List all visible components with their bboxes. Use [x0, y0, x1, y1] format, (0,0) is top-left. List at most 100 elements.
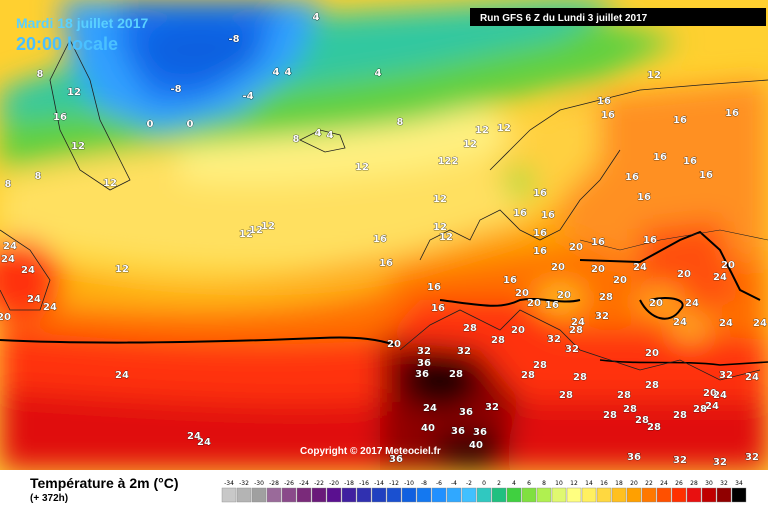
temperature-label: 40 — [469, 440, 483, 451]
temperature-label: 32 — [595, 311, 609, 322]
scale-swatch — [596, 487, 612, 503]
temperature-label: 8 — [35, 171, 42, 182]
temperature-label: 24 — [197, 437, 211, 448]
scale-tick-label: -34 — [224, 480, 234, 487]
temperature-label: 20 — [557, 290, 571, 301]
scale-tick-label: -16 — [359, 480, 369, 487]
temperature-label: 20 — [387, 339, 401, 350]
temperature-label: 24 — [43, 302, 57, 313]
temperature-label: 28 — [635, 415, 649, 426]
scale-tick-label: -30 — [254, 480, 264, 487]
temperature-label: -4 — [242, 91, 253, 102]
temperature-label: 16 — [431, 303, 445, 314]
temperature-map: Mardi 18 juillet 2017 20:00 locale Run G… — [0, 0, 768, 470]
temperature-label: 28 — [599, 292, 613, 303]
temperature-label: 20 — [721, 260, 735, 271]
temperature-label: 24 — [745, 372, 759, 383]
scale-swatch — [446, 487, 462, 503]
scale-tick-label: 14 — [585, 480, 593, 487]
temperature-label: 16 — [503, 275, 517, 286]
temperature-label: 16 — [533, 246, 547, 257]
temperature-label: 20 — [645, 348, 659, 359]
temperature-label: 24 — [187, 431, 201, 442]
scale-swatch — [656, 487, 672, 503]
scale-swatch — [686, 487, 702, 503]
temperature-label: 36 — [459, 407, 473, 418]
temperature-label: 20 — [613, 275, 627, 286]
temperature-label: 24 — [713, 272, 727, 283]
temperature-label: 16 — [637, 192, 651, 203]
temperature-label: 24 — [571, 317, 585, 328]
temperature-label: 4 — [315, 128, 322, 139]
temperature-label: 20 — [569, 242, 583, 253]
temperature-label: 12 — [497, 123, 511, 134]
temperature-label: 12 — [71, 141, 85, 152]
scale-swatch — [341, 487, 357, 503]
temperature-label: 32 — [485, 402, 499, 413]
copyright-text: Copyright © 2017 Meteociel.fr — [300, 446, 441, 457]
color-scale: -34 -32 -30 -28 -26 -24 -22 -20 -18 -16 -14 -12 -10-… — [221, 480, 747, 503]
scale-swatch — [611, 487, 627, 503]
temperature-label: 24 — [713, 390, 727, 401]
temperature-label: 28 — [569, 325, 583, 336]
temperature-label: 16 — [379, 258, 393, 269]
temperature-label: 36 — [417, 358, 431, 369]
temperature-label: 28 — [449, 369, 463, 380]
temperature-label: 4 — [313, 12, 320, 23]
temperature-label: 8 — [37, 69, 44, 80]
scale-swatch — [521, 487, 537, 503]
scale-swatch — [551, 487, 567, 503]
scale-tick-label: -6 — [436, 480, 442, 487]
run-info-box — [470, 8, 766, 26]
forecast-date: Mardi 18 juillet 2017 — [16, 15, 148, 31]
scale-tick-label: 24 — [660, 480, 668, 487]
temperature-label: 16 — [533, 188, 547, 199]
temperature-label: 12 — [103, 178, 117, 189]
scale-swatch — [716, 487, 732, 503]
temperature-label: 28 — [647, 422, 661, 433]
temperature-label: 36 — [473, 427, 487, 438]
temperature-label: 16 — [591, 237, 605, 248]
temperature-label: 24 — [673, 317, 687, 328]
temperature-label: 16 — [673, 115, 687, 126]
scale-tick-label: -18 — [344, 480, 354, 487]
temperature-label: 0 — [147, 119, 154, 130]
temperature-label: 32 — [547, 334, 561, 345]
temperature-label: 4 — [285, 67, 292, 78]
temperature-label: 20 — [551, 262, 565, 273]
scale-tick-label: 28 — [690, 480, 698, 487]
temperature-label: 24 — [21, 265, 35, 276]
temperature-label: 12 — [249, 225, 263, 236]
temperature-label: 8 — [397, 117, 404, 128]
scale-tick-label: -26 — [284, 480, 294, 487]
temperature-label: 12 — [463, 139, 477, 150]
scale-tick-label: -22 — [314, 480, 324, 487]
scale-tick-label: 8 — [542, 480, 546, 487]
temperature-label: 8 — [293, 134, 300, 145]
scale-tick-label: 6 — [527, 480, 531, 487]
scale-tick-label: 2 — [497, 480, 501, 487]
temperature-label: 16 — [601, 110, 615, 121]
scale-swatch — [491, 487, 507, 503]
temperature-label: 12 — [355, 162, 369, 173]
temperature-label: 12 — [433, 194, 447, 205]
temperature-label: 36 — [389, 454, 403, 465]
scale-swatch — [251, 487, 267, 503]
scale-tick-label: -32 — [239, 480, 249, 487]
temperature-label: 40 — [421, 423, 435, 434]
temperature-label: 16 — [683, 156, 697, 167]
scale-tick-label: 20 — [630, 480, 638, 487]
scale-tick-label: -14 — [374, 480, 384, 487]
scale-tick-label: -2 — [466, 480, 472, 487]
temperature-label: 12 — [67, 87, 81, 98]
temperature-label: 16 — [653, 152, 667, 163]
scale-tick-label: 32 — [720, 480, 728, 487]
temperature-label: 28 — [559, 390, 573, 401]
temperature-label: 24 — [753, 318, 767, 329]
scale-swatch — [476, 487, 492, 503]
scale-tick-label: -24 — [299, 480, 309, 487]
temperature-label: 32 — [673, 455, 687, 466]
scale-swatch — [701, 487, 717, 503]
temperature-label: 24 — [633, 262, 647, 273]
temperature-label: 4 — [375, 68, 382, 79]
